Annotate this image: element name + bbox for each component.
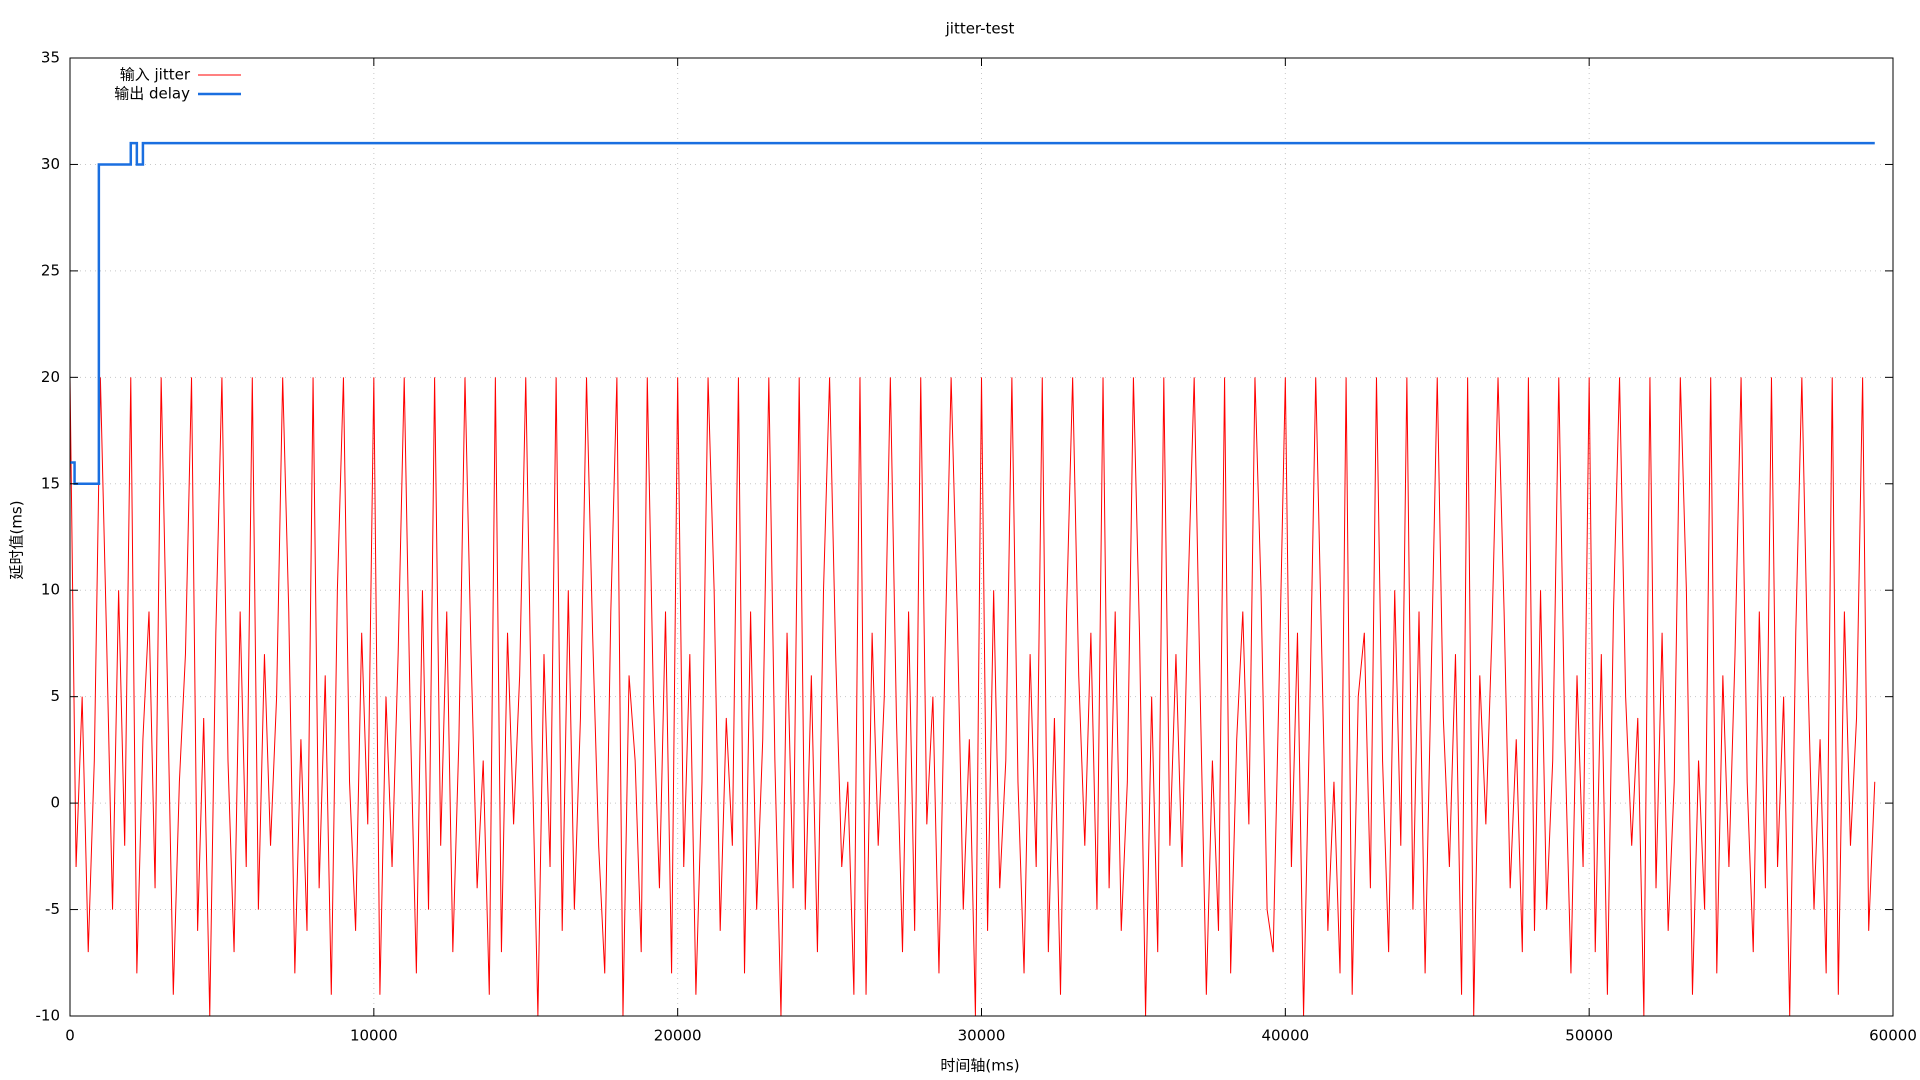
x-axis-label: 时间轴(ms)	[940, 1057, 1019, 1075]
x-tick-label: 50000	[1565, 1027, 1613, 1045]
y-tick-label: 0	[50, 794, 60, 812]
x-tick-label: 60000	[1869, 1027, 1917, 1045]
x-tick-label: 20000	[654, 1027, 702, 1045]
x-tick-label: 40000	[1261, 1027, 1309, 1045]
plot-area	[69, 141, 1876, 1017]
y-tick-label: 30	[41, 155, 60, 173]
series-line	[70, 141, 1875, 486]
x-tick-label: 0	[65, 1027, 75, 1045]
series-line	[69, 377, 1876, 1017]
y-tick-label: -10	[36, 1007, 61, 1025]
chart-title: jitter-test	[945, 20, 1015, 38]
legend-label: 输出 delay	[114, 85, 190, 103]
y-tick-label: 5	[50, 687, 60, 705]
grid	[69, 57, 1894, 1017]
y-tick-label: 35	[41, 49, 60, 67]
y-tick-label: -5	[45, 900, 60, 918]
x-tick-label: 10000	[350, 1027, 398, 1045]
y-tick-label: 25	[41, 261, 60, 279]
legend-label: 输入 jitter	[120, 66, 191, 84]
y-tick-label: 20	[41, 368, 60, 386]
plot-frame	[69, 57, 1894, 1017]
y-tick-label: 15	[41, 474, 60, 492]
x-tick-label: 30000	[958, 1027, 1006, 1045]
y-axis-label: 延时值(ms)	[8, 500, 26, 579]
y-tick-label: 10	[41, 581, 60, 599]
